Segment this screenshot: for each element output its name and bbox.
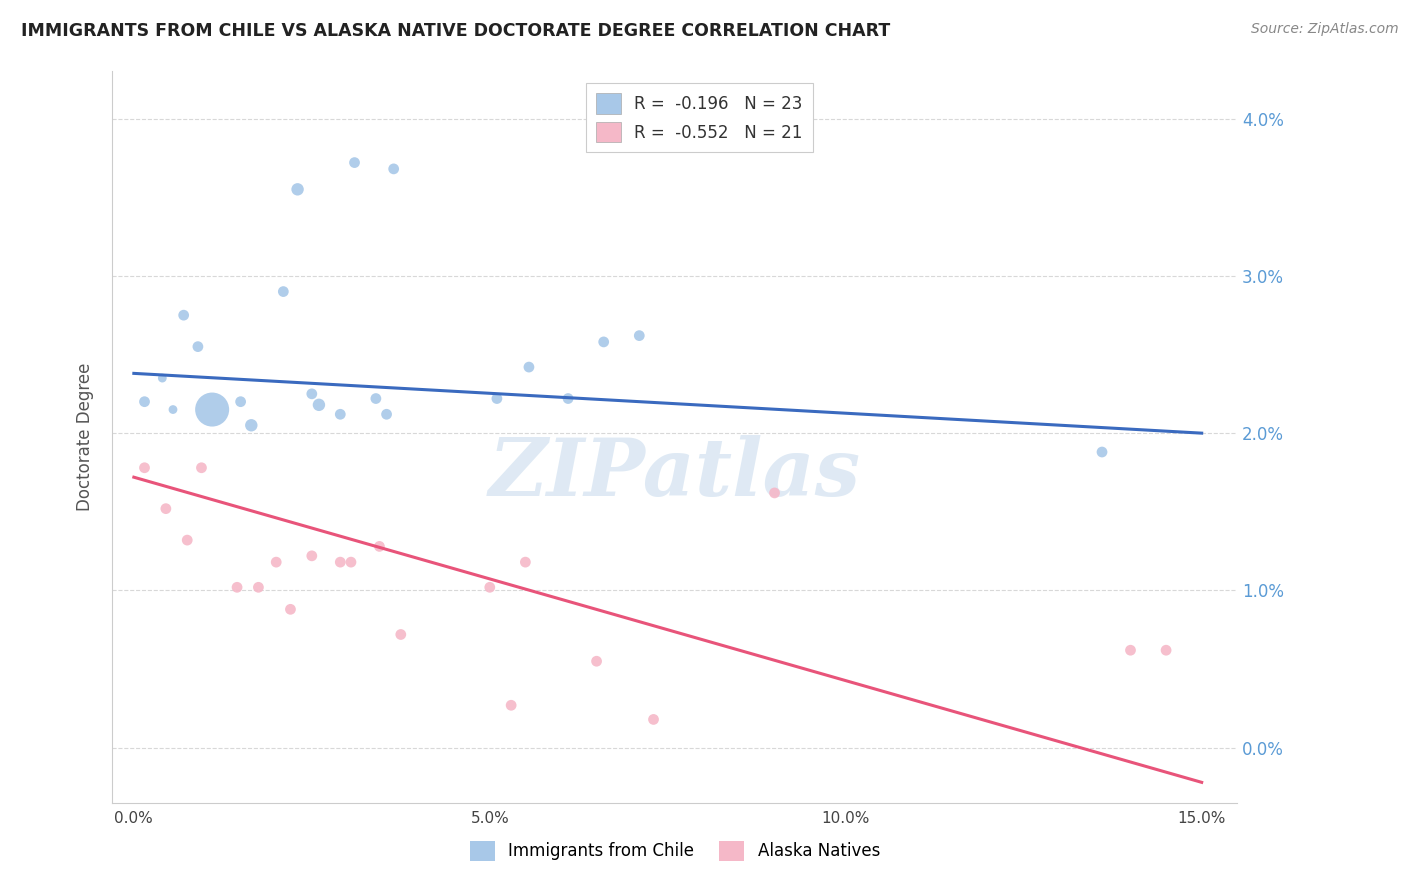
Point: [1119, 643, 1142, 657]
Point: [280, 602, 302, 616]
Point: [329, 555, 352, 569]
Point: [273, 285, 295, 299]
Text: Source: ZipAtlas.com: Source: ZipAtlas.com: [1251, 22, 1399, 37]
Legend: Immigrants from Chile, Alaska Natives: Immigrants from Chile, Alaska Natives: [463, 834, 887, 868]
Point: [329, 407, 352, 421]
Text: ZIPatlas: ZIPatlas: [489, 435, 860, 512]
Point: [592, 334, 614, 349]
Y-axis label: Doctorate Degree: Doctorate Degree: [76, 363, 94, 511]
Point: [301, 387, 323, 401]
Point: [375, 407, 398, 421]
Point: [515, 555, 537, 569]
Point: [176, 533, 198, 548]
Point: [226, 580, 249, 594]
Point: [173, 308, 195, 322]
Point: [190, 460, 212, 475]
Point: [150, 371, 173, 385]
Point: [155, 501, 177, 516]
Point: [247, 580, 270, 594]
Point: [485, 392, 508, 406]
Point: [389, 627, 412, 641]
Point: [264, 555, 287, 569]
Point: [763, 486, 786, 500]
Point: [134, 460, 156, 475]
Point: [628, 328, 651, 343]
Point: [229, 394, 252, 409]
Point: [187, 340, 209, 354]
Point: [301, 549, 323, 563]
Point: [240, 418, 263, 433]
Point: [557, 392, 579, 406]
Point: [134, 394, 156, 409]
Point: [517, 360, 540, 375]
Point: [287, 182, 309, 196]
Point: [501, 698, 523, 713]
Point: [343, 155, 366, 169]
Point: [643, 713, 665, 727]
Point: [478, 580, 501, 594]
Point: [1154, 643, 1177, 657]
Point: [340, 555, 363, 569]
Text: IMMIGRANTS FROM CHILE VS ALASKA NATIVE DOCTORATE DEGREE CORRELATION CHART: IMMIGRANTS FROM CHILE VS ALASKA NATIVE D…: [21, 22, 890, 40]
Point: [201, 402, 224, 417]
Point: [585, 654, 607, 668]
Point: [162, 402, 184, 417]
Point: [364, 392, 387, 406]
Point: [382, 161, 405, 176]
Point: [368, 540, 391, 554]
Point: [1091, 445, 1114, 459]
Point: [308, 398, 330, 412]
